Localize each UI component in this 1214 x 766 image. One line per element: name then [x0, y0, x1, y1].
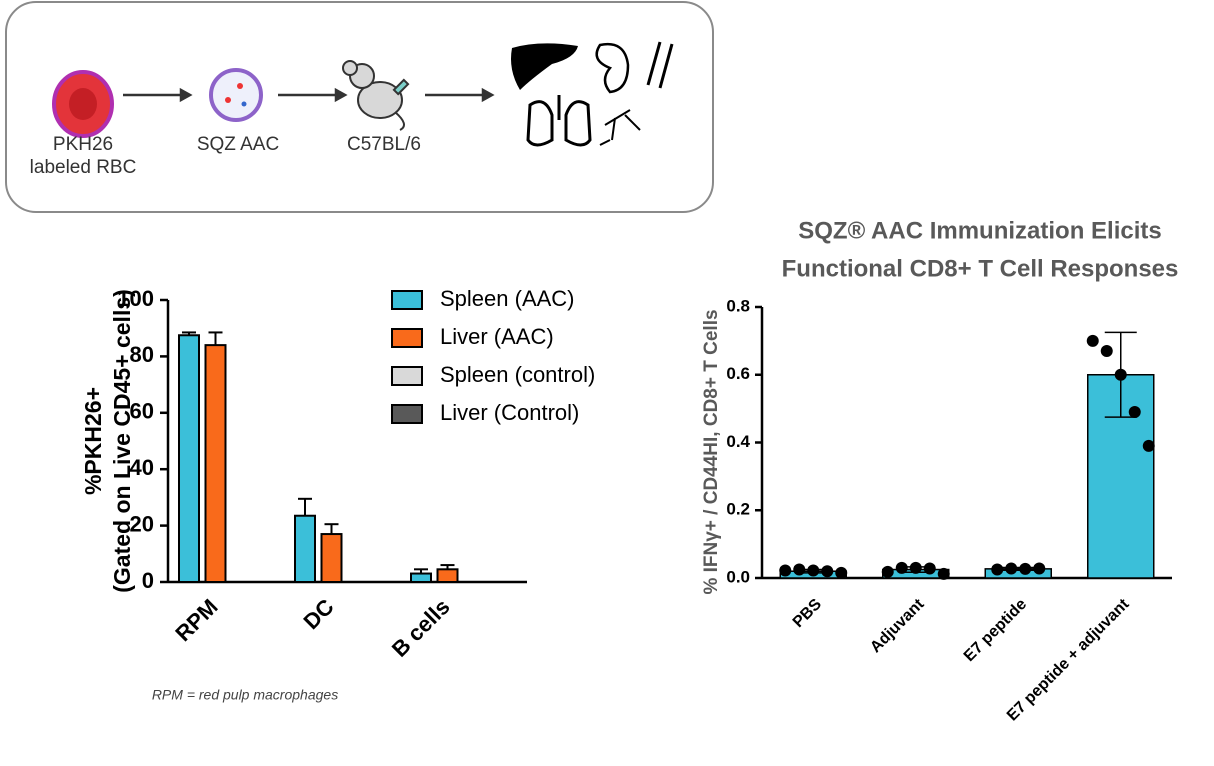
legend-swatch	[391, 366, 423, 386]
x-tick-label: Adjuvant	[867, 595, 928, 656]
data-point	[807, 564, 820, 577]
data-point	[1100, 345, 1113, 358]
aac-dot	[241, 101, 247, 107]
data-point	[835, 566, 848, 579]
y-tick-label: 0.0	[726, 567, 750, 586]
legend-label: Spleen (control)	[440, 362, 595, 387]
legend-swatch	[391, 328, 423, 348]
data-point	[991, 563, 1004, 576]
data-point	[923, 562, 936, 575]
y-tick-label: 0.2	[726, 500, 750, 519]
node-label: labeled RBC	[30, 157, 137, 178]
workflow-diagram: PKH26 labeled RBC SQZ AAC C57BL/6	[5, 1, 714, 213]
aac-dot	[225, 97, 231, 103]
chart-title: Functional CD8+ T Cell Responses	[782, 255, 1179, 282]
data-point	[1128, 406, 1141, 419]
legend-label: Liver (Control)	[440, 400, 579, 425]
bar	[436, 568, 459, 583]
y-tick-label: 80	[130, 342, 154, 367]
y-tick-label: 20	[130, 511, 154, 536]
data-point	[937, 567, 950, 580]
data-point	[1142, 439, 1155, 452]
chart-title: SQZ® AAC Immunization Elicits	[798, 217, 1162, 244]
x-tick-label: PBS	[790, 596, 826, 632]
y-tick-label: 0	[142, 568, 154, 593]
legend-label: Liver (AAC)	[440, 324, 554, 349]
data-point	[1005, 562, 1018, 575]
x-tick-label: E7 peptide	[961, 596, 1030, 665]
data-point	[821, 565, 834, 578]
aac-dot	[237, 83, 243, 89]
x-tick-label: DC	[298, 594, 338, 634]
x-tick-label: E7 peptide + adjuvant	[1004, 595, 1133, 724]
y-tick-label: 100	[117, 286, 154, 311]
data-point	[1114, 368, 1127, 381]
bar	[320, 533, 343, 583]
node-label: C57BL/6	[347, 134, 421, 155]
data-point	[779, 564, 792, 577]
footnote: RPM = red pulp macrophages	[152, 687, 338, 703]
data-point	[1019, 562, 1032, 575]
data-point	[793, 563, 806, 576]
node-label: SQZ AAC	[197, 134, 279, 155]
y-tick-label: 60	[130, 399, 154, 424]
bar	[294, 514, 316, 583]
data-point	[881, 565, 894, 578]
legend-label: Spleen (AAC)	[440, 286, 575, 311]
x-tick-label: RPM	[170, 594, 222, 646]
y-tick-label: 0.6	[726, 364, 750, 383]
legend-swatch	[391, 404, 423, 424]
organ-icons	[511, 41, 674, 147]
y-tick-label: 0.8	[726, 296, 750, 315]
bar	[410, 572, 432, 583]
legend-swatch	[391, 290, 423, 310]
data-point	[1086, 334, 1099, 347]
data-point	[909, 561, 922, 574]
x-tick-label: B cells	[387, 594, 455, 662]
bar	[204, 344, 227, 583]
aac-icon	[209, 68, 263, 122]
bar	[178, 334, 200, 583]
data-point	[895, 561, 908, 574]
y-axis-label: (Gated on Live CD45+ cells)	[109, 289, 135, 593]
y-tick-label: 0.4	[726, 432, 750, 451]
node-label: PKH26	[53, 134, 113, 155]
mouse-icon	[342, 60, 410, 131]
y-tick-label: 40	[130, 455, 154, 480]
arrows	[123, 87, 495, 103]
y-axis-label: %PKH26+	[80, 387, 106, 495]
rbc-center	[69, 88, 97, 120]
data-point	[1033, 562, 1046, 575]
y-axis-label: % IFNγ+ / CD44HI, CD8+ T Cells	[701, 309, 722, 594]
